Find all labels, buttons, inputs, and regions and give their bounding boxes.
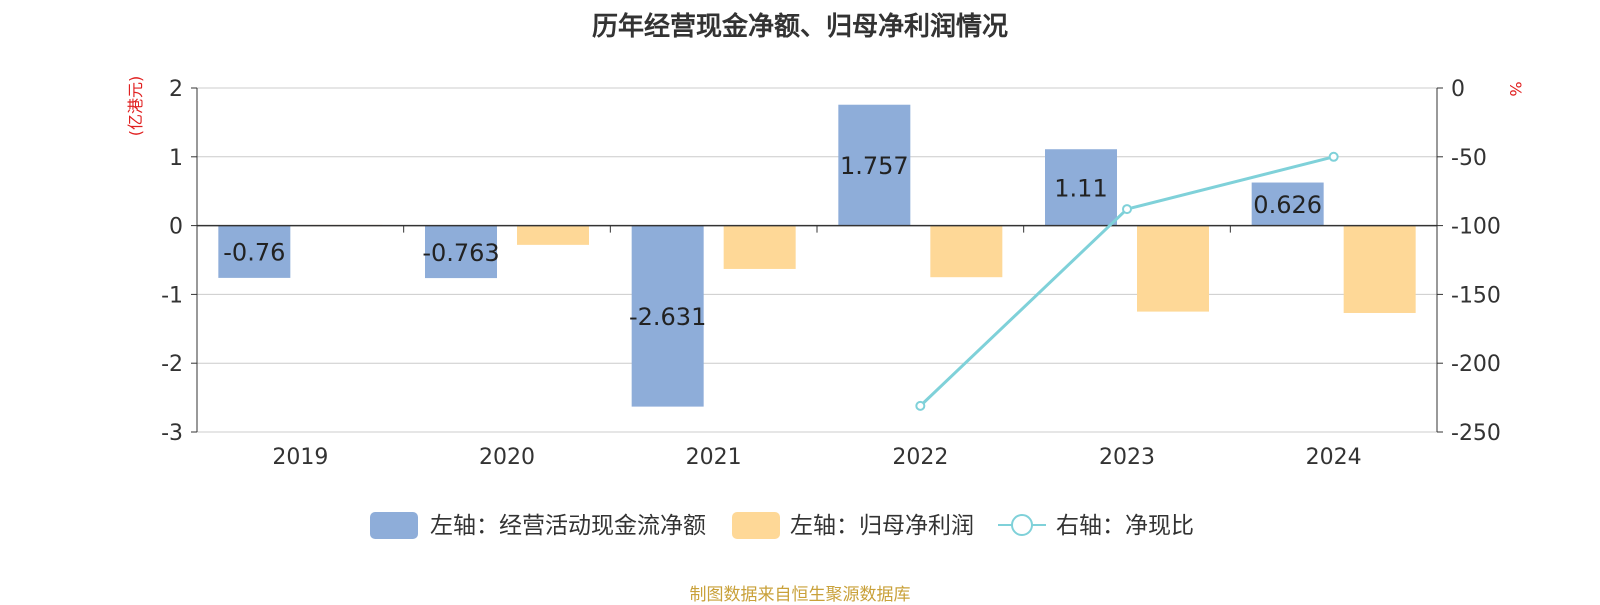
right-tick-label: -100 bbox=[1451, 215, 1501, 240]
left-tick-label: 0 bbox=[169, 215, 183, 240]
bar-cashflow bbox=[1251, 182, 1324, 226]
right-tick-label: -250 bbox=[1451, 421, 1501, 446]
bar-value-label: -0.763 bbox=[422, 239, 499, 267]
right-tick-label: -150 bbox=[1451, 283, 1501, 308]
bar-net-profit bbox=[1343, 225, 1416, 313]
left-tick-label: 1 bbox=[169, 146, 183, 171]
grid-lines bbox=[197, 87, 1437, 433]
chart-title: 历年经营现金净额、归母净利润情况 bbox=[591, 12, 1008, 42]
bars-group bbox=[218, 104, 1416, 407]
ratio-point bbox=[1328, 151, 1339, 162]
x-tick-label: 2022 bbox=[892, 445, 948, 470]
right-tick-label: 0 bbox=[1451, 77, 1465, 102]
bar-value-label: 0.626 bbox=[1253, 191, 1322, 219]
right-tick-label: -50 bbox=[1451, 146, 1487, 171]
bar-value-label: 1.757 bbox=[840, 152, 909, 180]
bar-value-label: -2.631 bbox=[629, 303, 706, 331]
bar-net-profit bbox=[1137, 225, 1209, 312]
right-tick-label: -200 bbox=[1451, 352, 1501, 377]
legend-label: 左轴：归母净利润 bbox=[790, 513, 974, 539]
bar-cashflow bbox=[838, 104, 911, 226]
right-axis-unit: % bbox=[1506, 81, 1525, 96]
left-tick-label: -3 bbox=[161, 421, 183, 446]
bar-cashflow bbox=[631, 225, 704, 407]
legend: 左轴：经营活动现金流净额 左轴：归母净利润 右轴：净现比 bbox=[370, 512, 1194, 539]
bar-net-profit bbox=[723, 225, 796, 269]
bar-value-label: 1.11 bbox=[1054, 174, 1107, 202]
labels-group: -0.76 -0.763 -2.631 1.757 1.11 0.626 bbox=[223, 152, 1322, 331]
bar-cashflow bbox=[425, 225, 497, 279]
bar-net-profit bbox=[930, 225, 1003, 278]
x-tick-label: 2021 bbox=[686, 445, 742, 470]
x-tick-label: 2023 bbox=[1099, 445, 1155, 470]
axes-group: 2 1 0 -1 -2 -3 0 -50 -100 -150 -200 -250 2019 2020 202… bbox=[161, 77, 1501, 470]
bar-cashflow bbox=[1045, 149, 1117, 226]
bar-value-label: -0.76 bbox=[223, 239, 285, 267]
left-tick-label: -2 bbox=[161, 352, 183, 377]
left-tick-label: -1 bbox=[161, 283, 183, 308]
legend-line-marker bbox=[1011, 514, 1033, 536]
bar-net-profit bbox=[517, 225, 589, 245]
legend-swatch bbox=[370, 512, 418, 539]
x-tick-label: 2020 bbox=[479, 445, 535, 470]
legend-swatch bbox=[732, 512, 780, 539]
ratio-point bbox=[915, 400, 926, 411]
chart-svg: 2 1 0 -1 -2 -3 0 -50 -100 -150 -200 -250 2019 2020 202… bbox=[126, 76, 1525, 539]
ratio-point bbox=[1122, 204, 1132, 215]
legend-label: 左轴：经营活动现金流净额 bbox=[430, 513, 706, 539]
footer-source: 制图数据来自恒生聚源数据库 bbox=[689, 585, 911, 605]
left-axis-unit: (亿港元) bbox=[126, 76, 145, 137]
left-tick-label: 2 bbox=[169, 77, 183, 102]
legend-label: 右轴：净现比 bbox=[1056, 513, 1194, 539]
line-group bbox=[915, 151, 1339, 411]
bar-cashflow bbox=[218, 225, 291, 278]
x-tick-label: 2024 bbox=[1306, 445, 1362, 470]
x-tick-label: 2019 bbox=[272, 445, 328, 470]
